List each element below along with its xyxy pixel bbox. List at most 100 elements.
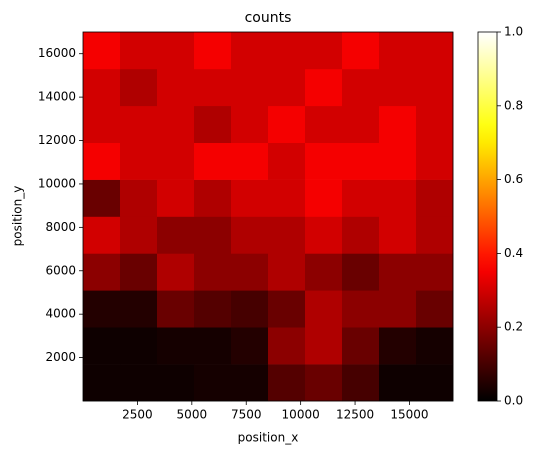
heatmap-cell [268, 364, 306, 402]
heatmap-cell [268, 142, 306, 180]
heatmap-cell [157, 290, 195, 328]
heatmap-cell [268, 32, 306, 70]
heatmap-cell [379, 364, 417, 402]
heatmap-cell [342, 142, 380, 180]
colorbar-tick-label: 0.0 [504, 394, 523, 408]
heatmap-cell [194, 105, 232, 143]
heatmap-cell [83, 142, 121, 180]
heatmap-cell [120, 32, 158, 70]
heatmap-cell [379, 142, 417, 180]
heatmap-cell [416, 327, 454, 365]
heatmap-cell [83, 290, 121, 328]
heatmap-cell [305, 364, 343, 402]
heatmap-cell [83, 179, 121, 217]
heatmap-cell [83, 364, 121, 402]
heatmap-cell [194, 142, 232, 180]
heatmap-cell [194, 290, 232, 328]
heatmap-cell [231, 327, 269, 365]
heatmap-cell [379, 327, 417, 365]
heatmap-cell [83, 327, 121, 365]
x-tick-label: 2500 [122, 408, 153, 422]
y-tick-label: 4000 [45, 307, 76, 321]
y-tick-label: 6000 [45, 263, 76, 277]
heatmap-cell [83, 216, 121, 254]
heatmap-cell [231, 179, 269, 217]
heatmap-cell [342, 253, 380, 291]
heatmap-cell [342, 364, 380, 402]
heatmap-cell [305, 253, 343, 291]
heatmap-cell [157, 105, 195, 143]
heatmap-cell [342, 105, 380, 143]
x-tick-label: 7500 [231, 408, 262, 422]
heatmap-cell [305, 327, 343, 365]
heatmap-cell [231, 216, 269, 254]
heatmap-cell [120, 68, 158, 107]
heatmap-cell [268, 327, 306, 365]
heatmap-cell [416, 32, 454, 70]
heatmap-cell [194, 364, 232, 402]
colorbar-tick-label: 0.6 [504, 172, 523, 186]
x-tick-label: 12500 [336, 408, 374, 422]
heatmap-cell [194, 253, 232, 291]
heatmap-cell [231, 253, 269, 291]
heatmap-cell [416, 290, 454, 328]
heatmap-cell [342, 32, 380, 70]
heatmap-cell [416, 68, 454, 107]
heatmap-cell [83, 253, 121, 291]
heatmap-cell [305, 32, 343, 70]
heatmap-cell [268, 216, 306, 254]
heatmap-cell [305, 216, 343, 254]
heatmap-cell [379, 216, 417, 254]
heatmap-cell [157, 327, 195, 365]
y-tick-label: 12000 [38, 133, 76, 147]
heatmap-cell [157, 142, 195, 180]
heatmap-cell [268, 290, 306, 328]
heatmap-cell [194, 32, 232, 70]
colorbar-tick-label: 0.8 [504, 98, 523, 112]
heatmap-cell [379, 68, 417, 107]
heatmap-cell [231, 68, 269, 107]
heatmap-cell [157, 253, 195, 291]
heatmap-cell [120, 327, 158, 365]
heatmap-cell [120, 179, 158, 217]
y-tick-label: 10000 [38, 176, 76, 190]
heatmap-cell [305, 68, 343, 107]
y-tick-label: 16000 [38, 46, 76, 60]
heatmap-cell [120, 142, 158, 180]
heatmap-cell [268, 105, 306, 143]
heatmap-cell [231, 105, 269, 143]
heatmap-cell [83, 105, 121, 143]
heatmap-cell [157, 179, 195, 217]
heatmap-cell [157, 32, 195, 70]
heatmap-cell [342, 216, 380, 254]
heatmap-cell [120, 290, 158, 328]
heatmap-cell [305, 290, 343, 328]
heatmap-cell [379, 253, 417, 291]
heatmap-cell [416, 179, 454, 217]
heatmap-cell [120, 216, 158, 254]
heatmap-cell [416, 105, 454, 143]
heatmap-cell [231, 32, 269, 70]
heatmap-cell [194, 327, 232, 365]
x-axis-label: position_x [238, 431, 299, 445]
heatmap-cell [83, 32, 121, 70]
heatmap-cell [231, 290, 269, 328]
x-tick-label: 5000 [177, 408, 208, 422]
heatmap-cell [83, 68, 121, 107]
colorbar-tick-label: 0.2 [504, 320, 523, 334]
heatmap-cell [342, 327, 380, 365]
x-tick-label: 10000 [282, 408, 320, 422]
heatmap-cell [416, 253, 454, 291]
heatmap-cell [157, 216, 195, 254]
heatmap-cell [231, 142, 269, 180]
heatmap-cell [342, 179, 380, 217]
heatmap-cell [157, 68, 195, 107]
heatmap-cell [268, 68, 306, 107]
plot-frame [82, 31, 454, 402]
heatmap-cell [416, 364, 454, 402]
y-tick-label: 8000 [45, 220, 76, 234]
heatmap-cell [342, 290, 380, 328]
heatmap-cell [268, 179, 306, 217]
heatmap-cell [379, 290, 417, 328]
